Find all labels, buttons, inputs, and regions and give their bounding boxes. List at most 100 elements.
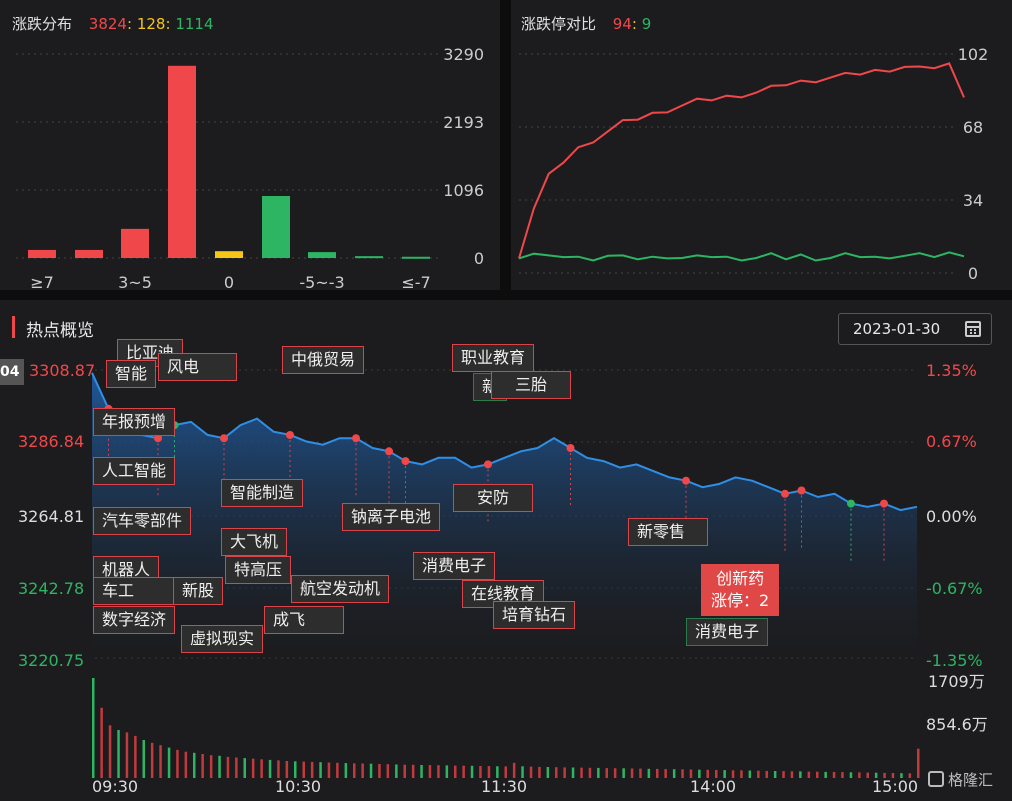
volume-bar: [327, 762, 331, 778]
topic-tag[interactable]: 智能: [106, 360, 157, 388]
left-tick-2: 3286.84: [18, 432, 85, 451]
volume-bar: [816, 771, 819, 778]
topic-tag[interactable]: 安防: [453, 484, 533, 512]
topic-tag[interactable]: 钠离子电池: [342, 503, 441, 531]
topic-tag[interactable]: 风电: [158, 353, 237, 381]
limit-chart: 102 68 34 0: [518, 45, 989, 283]
event-dot: [880, 499, 888, 508]
topic-tag[interactable]: 新零售: [628, 518, 708, 546]
flat-count: 128: [136, 15, 166, 33]
y-tick-label: 2193: [443, 113, 484, 132]
volume-bar: [555, 767, 558, 778]
volume-bar: [479, 766, 482, 778]
topic-tag[interactable]: 特高压: [225, 556, 292, 584]
volume-bar: [285, 761, 289, 778]
volume-bar: [504, 766, 507, 778]
date-picker[interactable]: 2023-01-30: [838, 313, 992, 345]
volume-bar: [698, 769, 701, 778]
volume-bar: [369, 763, 373, 778]
topic-tag[interactable]: 智能制造: [221, 479, 304, 507]
volume-bar: [411, 764, 415, 778]
sep: :: [126, 15, 133, 33]
event-dot: [286, 430, 294, 439]
distribution-title: 涨跌分布: [12, 15, 73, 33]
volume-bar: [218, 755, 221, 778]
topic-tag[interactable]: 新股: [173, 577, 224, 605]
volume-bar: [462, 765, 465, 778]
volume-bar: [571, 767, 575, 778]
event-dot: [385, 447, 393, 456]
volume-bar: [159, 745, 162, 778]
event-dot: [797, 486, 806, 495]
x-tick-label: -5~-3: [299, 273, 344, 290]
event-dot: [781, 489, 789, 498]
brand-logo-text: 格隆汇: [948, 771, 994, 789]
volume-bar: [672, 769, 676, 778]
volume-bar: [336, 762, 339, 778]
volume-bar: [420, 765, 423, 778]
highlight-topic-tag[interactable]: 创新药 涨停：2: [701, 564, 780, 616]
volume-bar: [799, 771, 802, 778]
limit-series-line: [518, 251, 965, 262]
time-label-1400: 14:00: [690, 777, 737, 796]
right-tick-1: 1.35%: [926, 361, 977, 380]
index-line: [91, 372, 918, 512]
topic-tag[interactable]: 三胎: [491, 371, 571, 399]
volume-bar: [184, 751, 188, 778]
distribution-bar: [215, 251, 243, 258]
topic-tag[interactable]: 虚拟现实: [181, 625, 264, 653]
volume-bar: [310, 761, 314, 778]
volume-bar: [251, 758, 255, 778]
volume-bar: [622, 768, 625, 778]
limit-title: 涨跌停对比: [521, 15, 597, 33]
y-tick-label: 102: [958, 45, 989, 64]
volume-bar: [613, 768, 617, 778]
time-label-1500: 15:00: [872, 777, 919, 796]
topic-tag[interactable]: 职业教育: [452, 344, 535, 372]
volume-bar: [782, 771, 785, 778]
left-tick-5: 3220.75: [18, 651, 85, 670]
y-tick-label: 0: [474, 249, 484, 268]
right-tick-4: -0.67%: [926, 579, 983, 598]
distribution-bar: [402, 256, 430, 259]
topic-tag[interactable]: 人工智能: [93, 457, 176, 485]
volume-bar: [209, 755, 213, 778]
date-value: 2023-01-30: [853, 320, 941, 338]
volume-bar: [765, 770, 768, 778]
topic-tag[interactable]: 数字经济: [93, 606, 176, 634]
topic-tag[interactable]: 成飞: [264, 606, 344, 634]
topic-tag[interactable]: 消费电子: [413, 552, 496, 580]
hot-title: 热点概览: [26, 321, 94, 341]
volume-bar: [656, 768, 659, 778]
topic-tag[interactable]: 中俄贸易: [282, 346, 365, 374]
topic-tag[interactable]: 年报预增: [93, 408, 176, 436]
volume-bar: [487, 766, 491, 778]
right-tick-2: 0.67%: [926, 432, 977, 451]
limit-up-count: 94: [612, 15, 632, 33]
distribution-bar: [168, 65, 196, 258]
event-dot: [220, 434, 228, 443]
topic-tag[interactable]: 航空发动机: [291, 575, 390, 603]
volume-bar: [689, 769, 693, 778]
time-label-1130: 11:30: [481, 777, 528, 796]
topic-tag[interactable]: 消费电子: [686, 618, 769, 646]
y-tick-label: 0: [968, 264, 978, 283]
volume-bar: [428, 765, 432, 778]
volume-bar: [260, 759, 263, 778]
topic-tag[interactable]: 培育钻石: [493, 601, 576, 629]
volume-bar: [319, 762, 322, 778]
distribution-header: 涨跌分布 3824: 128: 1114: [12, 13, 214, 34]
volume-bar: [824, 771, 827, 778]
hot-title-accent: [12, 316, 15, 338]
volume-bar: [580, 767, 583, 778]
distribution-panel: 涨跌分布 3824: 128: 1114 3290 2193 1096 0 ≥7 3~5 0…: [0, 0, 500, 290]
volume-bar: [597, 767, 600, 778]
distribution-bar: [121, 228, 149, 258]
topic-tag[interactable]: 汽车零部件: [93, 507, 192, 535]
topic-tag[interactable]: 大飞机: [221, 528, 288, 556]
volume-bar: [538, 766, 541, 778]
volume-bar: [117, 730, 120, 778]
x-tick-label: 3~5: [118, 273, 152, 290]
volume-bar: [891, 773, 895, 778]
volume-bar: [731, 770, 735, 778]
